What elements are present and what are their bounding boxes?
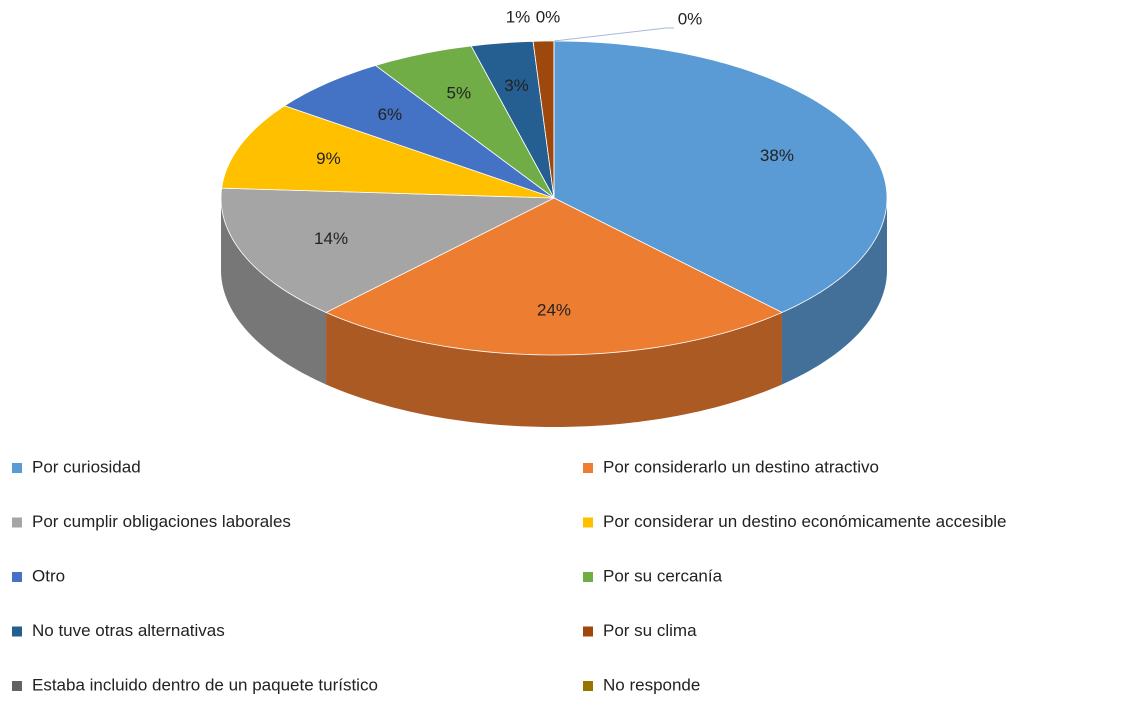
pie-slice-side: [221, 198, 327, 385]
pie-slice: [553, 40, 888, 313]
pie-slice: [325, 197, 783, 356]
data-label: 9%: [316, 149, 341, 168]
pie-slice-side: [326, 312, 782, 427]
legend-label: Otro: [32, 566, 65, 585]
legend-swatch: [12, 681, 22, 691]
legend-label: Por su clima: [603, 621, 697, 640]
data-label: 5%: [446, 84, 471, 103]
legend-label: No responde: [603, 675, 700, 694]
legend-label: Por su cercanía: [603, 566, 723, 585]
legend-swatch: [583, 681, 593, 691]
legend-swatch: [12, 572, 22, 582]
data-label: 14%: [314, 229, 348, 248]
legend-label: Por considerar un destino económicamente…: [603, 512, 1007, 531]
data-label: 6%: [378, 105, 403, 124]
data-label: 0%: [536, 7, 561, 26]
legend-swatch: [583, 626, 593, 637]
data-label: 24%: [537, 301, 571, 320]
legend-swatch: [583, 463, 593, 473]
legend-label: Estaba incluido dentro de un paquete tur…: [32, 675, 378, 694]
data-label: 0%: [678, 9, 703, 28]
leader-line: [553, 27, 674, 42]
data-label: 38%: [760, 146, 794, 165]
pie-slice-side: [781, 198, 887, 385]
pie-slice: [283, 64, 555, 199]
data-label: 3%: [504, 76, 529, 95]
data-label: 1%: [506, 7, 531, 26]
pie-slice: [374, 45, 555, 199]
legend-label: No tuve otras alternativas: [32, 621, 225, 640]
legend-label: Por cumplir obligaciones laborales: [32, 512, 291, 531]
legend-swatch: [12, 517, 22, 528]
legend-label: Por curiosidad: [32, 457, 141, 476]
legend-swatch: [583, 517, 593, 528]
pie-slice: [220, 187, 555, 313]
legend-swatch: [583, 572, 593, 582]
legend-swatch: [12, 463, 22, 473]
legend-swatch: [12, 626, 22, 637]
pie-slice: [470, 40, 555, 199]
legend-label: Por considerarlo un destino atractivo: [603, 457, 879, 476]
pie-slice: [221, 105, 555, 199]
